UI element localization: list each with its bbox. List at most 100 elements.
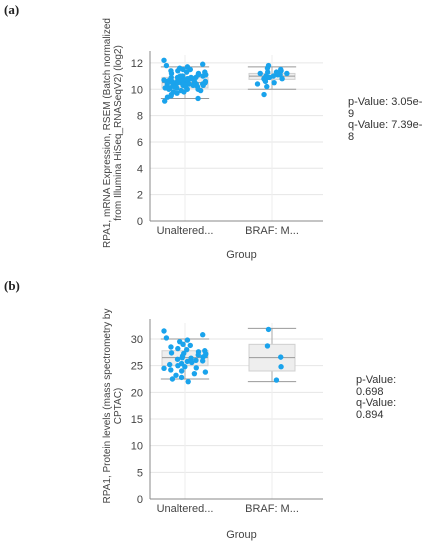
- chart-b-data-point: [188, 355, 194, 361]
- chart-a-y-axis-label: RPA1, mRNA Expression, RSEM (Batch norma…: [102, 18, 124, 248]
- chart-a-ytick-label: 4: [137, 163, 143, 175]
- chart-b-data-point: [178, 368, 185, 374]
- chart-b-data-point: [184, 337, 191, 343]
- chart-b-data-point: [182, 364, 188, 370]
- chart-a-data-point: [186, 76, 192, 82]
- chart-b-y-axis-label: RPA1, Protein levels (mass spectrometry …: [102, 309, 124, 504]
- chart-b-data-point: [187, 342, 193, 349]
- chart-b-data-point: [161, 365, 167, 372]
- chart-a-data-point: [163, 62, 170, 69]
- chart-a-data-point: [190, 82, 196, 89]
- chart-a-data-point: [168, 70, 175, 77]
- chart-a-x-axis-label: Group: [226, 249, 257, 261]
- chart-b-data-point: [193, 357, 199, 364]
- chart-a-data-point: [171, 83, 177, 90]
- chart-a-data-point: [175, 68, 181, 74]
- chart-b-data-point: [278, 354, 284, 360]
- chart-a-y-axis-label-line: from Illumina HiSeq_RNASeqV2) (log2): [113, 45, 124, 221]
- chart-a-data-point: [266, 74, 273, 81]
- chart-a-xtick-label: BRAF: M...: [245, 225, 299, 237]
- panel-b-label: (b): [4, 278, 20, 293]
- chart-b-data-point: [200, 332, 206, 338]
- chart-a-data-point: [200, 82, 206, 89]
- chart-b-data-point: [174, 356, 181, 362]
- chart-a-data-point: [176, 77, 183, 83]
- chart-b-data-point: [191, 370, 198, 377]
- chart-b-data-point: [169, 376, 176, 382]
- chart-b-data-point: [178, 374, 185, 381]
- chart-a-data-point: [197, 87, 204, 94]
- chart-b-xtick-label: Unaltered...: [157, 503, 214, 515]
- chart-a-data-point: [162, 98, 168, 104]
- chart-a-xtick-label: Unaltered...: [157, 225, 214, 237]
- chart-b-ytick-label: 30: [131, 334, 143, 346]
- chart-a-data-point: [195, 95, 201, 102]
- chart-b-data-point: [168, 350, 175, 356]
- chart-b-data-point: [175, 362, 181, 369]
- chart-a-data-point: [181, 89, 187, 95]
- chart-b-x-axis-label: Group: [226, 529, 257, 541]
- chart-a-data-point: [284, 70, 290, 77]
- chart-a-y-axis-label-line: RPA1, mRNA Expression, RSEM (Batch norma…: [102, 18, 113, 248]
- chart-b-data-point: [193, 365, 199, 371]
- chart-a-ytick-label: 2: [137, 190, 143, 202]
- chart-a-data-point: [264, 65, 271, 71]
- panel-a-label: (a): [4, 2, 20, 17]
- chart-b-data-point: [265, 326, 272, 333]
- chart-b-ytick-label: 15: [131, 414, 143, 426]
- chart-b-data-point: [184, 358, 191, 365]
- chart-b-data-point: [168, 367, 174, 373]
- chart-b-y-axis-label-line: CPTAC): [113, 388, 124, 424]
- chart-b-data-point: [278, 364, 284, 370]
- chart-a-data-point: [200, 61, 206, 67]
- chart-b-ytick-label: 5: [137, 467, 143, 479]
- chart-a-data-point: [271, 79, 277, 86]
- chart-b-data-point: [195, 352, 201, 358]
- chart-a-data-point: [254, 81, 261, 87]
- chart-a-ytick-label: 10: [131, 84, 143, 96]
- chart-a-data-point: [262, 78, 269, 85]
- chart-a-data-point: [186, 81, 192, 87]
- chart-b-data-point: [181, 350, 187, 357]
- chart-b-y-axis-label-line: RPA1, Protein levels (mass spectrometry …: [102, 309, 113, 504]
- chart-b-data-point: [163, 335, 170, 341]
- chart-a-data-point: [264, 83, 270, 90]
- chart-a-data-point: [164, 94, 171, 100]
- chart-b-q-value: q-Value: 0.894: [356, 397, 397, 421]
- chart-a-data-point: [261, 91, 267, 98]
- chart-a-ytick-label: 0: [137, 216, 143, 228]
- chart-b-ytick-label: 10: [131, 441, 143, 453]
- chart-b-data-point: [185, 378, 191, 385]
- chart-b-data-point: [175, 345, 181, 352]
- chart-b-data-point: [199, 358, 206, 364]
- chart-a-data-point: [183, 69, 190, 75]
- chart-b-data-point: [168, 344, 174, 350]
- chart-b-data-point: [179, 354, 185, 361]
- chart-a-data-point: [279, 76, 285, 82]
- chart-a: 0 2 4 6 8 10 12 Unaltered... BRAF: M... Group RPA1…: [102, 18, 323, 261]
- chart-a-ytick-label: 6: [137, 137, 143, 149]
- chart-a-data-point: [174, 90, 180, 96]
- chart-b-data-point: [167, 361, 173, 368]
- chart-b-data-point: [183, 346, 190, 353]
- chart-a-ytick-label: 8: [137, 111, 143, 123]
- chart-b-ytick-label: 20: [131, 387, 143, 399]
- chart-b-data-point: [264, 343, 271, 349]
- chart-b: 0 5 10 15 20 25 30 Unaltered... BRAF: M... Group R…: [102, 309, 323, 541]
- chart-a-ytick-label: 12: [131, 58, 143, 70]
- chart-b-data-point: [273, 377, 280, 383]
- chart-a-q-value: q-Value: 7.39e-8: [348, 119, 423, 143]
- chart-b-data-point: [202, 369, 209, 375]
- chart-b-data-point: [202, 352, 208, 359]
- chart-b-data-point: [189, 359, 195, 366]
- chart-a-data-point: [257, 70, 263, 77]
- chart-a-data-point: [162, 85, 168, 91]
- chart-b-data-point: [180, 341, 186, 348]
- chart-a-data-point: [169, 78, 175, 85]
- chart-a-p-value: p-Value: 3.05e-9: [348, 96, 423, 120]
- chart-b-p-value: p-Value: 0.698: [356, 374, 397, 398]
- chart-a-data-point: [200, 73, 206, 79]
- chart-b-ytick-label: 0: [137, 494, 143, 506]
- chart-b-data-point: [173, 372, 179, 378]
- chart-b-data-point: [161, 328, 167, 334]
